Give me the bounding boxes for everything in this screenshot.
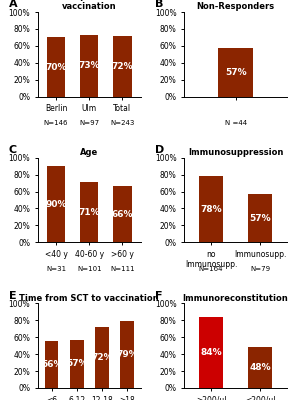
Text: 90%: 90% <box>45 200 67 209</box>
Y-axis label: % Seroconversion: % Seroconversion <box>0 159 3 241</box>
Y-axis label: % Seroconversion: % Seroconversion <box>0 14 3 95</box>
Text: 79%: 79% <box>116 350 138 359</box>
Text: N=146: N=146 <box>44 120 68 126</box>
Bar <box>80 35 98 97</box>
Text: 57%: 57% <box>249 214 271 223</box>
Text: N=164: N=164 <box>199 266 223 272</box>
Bar <box>199 317 223 388</box>
Text: D: D <box>155 145 164 155</box>
Bar <box>95 327 109 388</box>
Bar <box>80 182 98 242</box>
Text: E: E <box>9 291 17 301</box>
Title: Immunoreconstitution: Immunoreconstitution <box>183 294 289 302</box>
Text: 71%: 71% <box>78 208 100 217</box>
Text: N =44: N =44 <box>224 120 246 126</box>
Bar <box>218 48 253 97</box>
Bar <box>199 176 223 242</box>
Text: N=101: N=101 <box>77 266 102 272</box>
Bar <box>45 340 59 388</box>
Text: F: F <box>155 291 163 301</box>
Bar <box>113 36 132 97</box>
Text: C: C <box>9 145 17 155</box>
Text: N=79: N=79 <box>250 266 270 272</box>
Bar <box>47 38 65 97</box>
Text: N=243: N=243 <box>110 120 135 126</box>
Bar <box>113 186 132 242</box>
Text: 48%: 48% <box>249 363 271 372</box>
Bar <box>248 347 272 388</box>
Title: Overall Response after 2ⁿᵈ
vaccination: Overall Response after 2ⁿᵈ vaccination <box>26 0 152 11</box>
Title: 3ʳᵈ vaccination for
Non-Responders: 3ʳᵈ vaccination for Non-Responders <box>192 0 279 11</box>
Bar <box>70 340 84 388</box>
Text: 66%: 66% <box>112 210 133 219</box>
Bar <box>47 166 65 242</box>
Bar <box>248 194 272 242</box>
Text: 56%: 56% <box>41 360 62 369</box>
Text: 73%: 73% <box>78 61 100 70</box>
Text: 72%: 72% <box>91 353 113 362</box>
Text: 57%: 57% <box>225 68 246 77</box>
Text: 70%: 70% <box>45 62 67 72</box>
Title: Age: Age <box>80 148 98 157</box>
Title: Immunosuppression: Immunosuppression <box>188 148 283 157</box>
Text: A: A <box>9 0 17 9</box>
Bar <box>120 321 134 388</box>
Text: 84%: 84% <box>200 348 222 357</box>
Title: Time from SCT to vaccination: Time from SCT to vaccination <box>19 294 159 302</box>
Text: 57%: 57% <box>66 359 88 368</box>
Y-axis label: % Seroconversion: % Seroconversion <box>0 305 3 386</box>
Text: 78%: 78% <box>200 205 222 214</box>
Text: N=111: N=111 <box>110 266 135 272</box>
Text: 72%: 72% <box>112 62 133 71</box>
Text: N=97: N=97 <box>79 120 99 126</box>
Text: N=31: N=31 <box>46 266 66 272</box>
Text: B: B <box>155 0 164 9</box>
